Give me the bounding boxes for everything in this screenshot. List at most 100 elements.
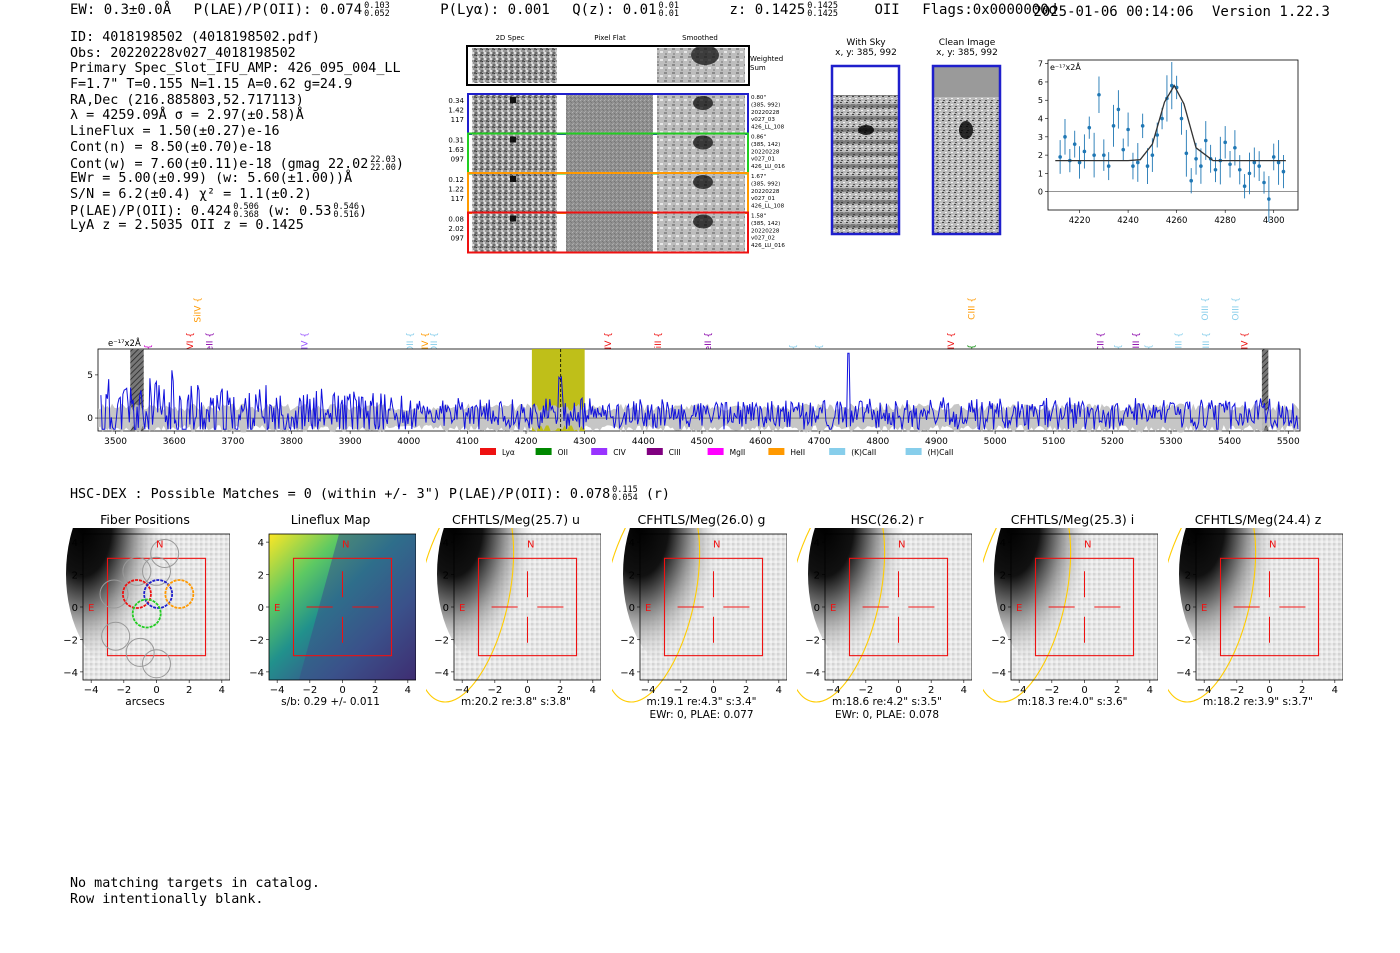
thumb-ytick-label: 0 xyxy=(257,603,263,614)
version: Version 1.22.3 xyxy=(1211,4,1330,20)
spectrum-xtick-label: 5200 xyxy=(1101,437,1124,447)
fit-point xyxy=(1247,171,1252,176)
thumb-xtick-label: 4 xyxy=(775,685,781,696)
cutout-smoothed xyxy=(657,174,745,212)
cutout-row-frame xyxy=(467,93,749,135)
cutout-pixelflat xyxy=(566,174,653,212)
thumb-ytick-label: −2 xyxy=(434,635,449,646)
cutout-2d xyxy=(472,95,557,133)
thumb-xtick-label: 4 xyxy=(961,685,967,696)
north-label: N xyxy=(1084,540,1091,551)
legend-label: CIII xyxy=(669,448,681,457)
spectrum-xtick-label: 4700 xyxy=(808,437,831,447)
thumb-ytick-label: 0 xyxy=(1185,603,1191,614)
spectrum-xtick-label: 3900 xyxy=(339,437,362,447)
cutout-row-info: v027_01 xyxy=(751,157,775,163)
search-box xyxy=(1219,557,1320,657)
hsc-dex-summary: HSC-DEX : Possible Matches = 0 (within +… xyxy=(70,485,670,503)
thumb-xtick-label: 0 xyxy=(1081,685,1087,696)
cutout-row-info: 1.58" xyxy=(751,214,766,220)
info-cont-n: Cont(n) = 8.50(±0.70)e-18 xyxy=(70,139,272,155)
fit-point xyxy=(1116,107,1121,112)
east-label: E xyxy=(459,603,465,614)
thumb-image-1: N E −4 −2 0 2 4 4 2 0 −2 −4 xyxy=(63,528,230,696)
north-label: N xyxy=(898,540,905,551)
cutout-row-info: v027_01 xyxy=(751,196,775,202)
fit-point xyxy=(1203,138,1208,143)
thumb-xtick-label: −4 xyxy=(1011,685,1026,696)
cutout-row-info: 0.86" xyxy=(751,135,766,141)
cutout-smoothed-blob xyxy=(693,135,713,150)
emission-line-label: CIV { xyxy=(421,332,431,356)
east-label: E xyxy=(645,603,651,614)
fit-point xyxy=(1257,164,1261,168)
spectrum-xtick-label: 3700 xyxy=(221,437,244,447)
thumb-xtick-label: −4 xyxy=(640,685,655,696)
fit-ytick-label: 0 xyxy=(1038,188,1043,197)
legend-label: CIV xyxy=(613,448,626,457)
spectrum-xtick-label: 4900 xyxy=(925,437,948,447)
fit-ytick-label: 7 xyxy=(1038,60,1043,69)
footer-line-1: No matching targets in catalog. xyxy=(70,876,320,891)
cutout-row-info: (385, 992) xyxy=(751,181,780,187)
emission-line-label: OII { xyxy=(406,332,416,353)
legend-swatch xyxy=(768,448,785,455)
cutout-2d-source xyxy=(510,136,516,143)
cutout-row-frame xyxy=(467,132,749,175)
ellipse-aperture xyxy=(611,528,700,703)
fiber-circle xyxy=(101,621,131,651)
info-cont-w: Cont(w) = 7.60(±0.11)e-18 (gmag 22.02 22.… xyxy=(70,154,404,173)
thumb-ytick-label: −2 xyxy=(805,635,820,646)
cutout-pixelflat xyxy=(566,213,653,252)
cutout-2d-source xyxy=(510,215,516,222)
thumb-ytick-label: 2 xyxy=(443,571,449,582)
thumb-ytick-label: −2 xyxy=(63,635,78,646)
cutout-row-info: 426_LU_016 xyxy=(751,164,785,170)
plae-header: P(LAE)/P(OII): 0.074 0.103 0.052 xyxy=(193,1,390,19)
thumb-ytick-label: −4 xyxy=(991,668,1006,679)
fit-ytick-label: 6 xyxy=(1038,78,1043,87)
thumb-ytick-label: 4 xyxy=(999,538,1005,549)
north-label: N xyxy=(342,540,349,551)
bright-galaxy xyxy=(437,528,547,669)
legend-label: (H)CaII xyxy=(928,448,954,457)
cutout-row-value: 0.12 xyxy=(448,176,464,184)
thumb-xtick-label: 2 xyxy=(742,685,748,696)
col-pixelflat-label: Pixel Flat xyxy=(594,34,626,42)
fit-point xyxy=(1189,178,1194,183)
cutout-row-info: v027_03 xyxy=(751,117,775,123)
legend-label: HeII xyxy=(790,448,805,457)
search-box xyxy=(1034,557,1134,657)
emission-line-label: CIII { xyxy=(968,297,978,320)
info-lya: LyA z = 2.5035 OII z = 0.1425 xyxy=(70,218,304,234)
cutout-row-info: 0.80" xyxy=(751,95,766,101)
fit-point xyxy=(1102,153,1106,157)
spectrum-xtick-label: 5100 xyxy=(1042,437,1065,447)
thumb-ytick-label: −2 xyxy=(620,635,635,646)
fit-point xyxy=(1271,155,1276,159)
thumb-xtick-label: 0 xyxy=(339,685,345,696)
info-lineflux: LineFlux = 1.50(±0.27)e-16 xyxy=(70,124,280,140)
clean-noise xyxy=(933,97,1000,234)
header-summary: EW: 0.3±0.0Å P(LAE)/P(OII): 0.074 0.103 0.… xyxy=(70,1,1071,19)
fit-ytick-label: 4 xyxy=(1038,115,1043,124)
legend-label: OII xyxy=(558,448,568,457)
emission-line-label: HeII { xyxy=(704,332,714,358)
emission-line-label: OIII { xyxy=(1202,332,1212,356)
col-2dspec-label: 2D Spec xyxy=(495,34,525,42)
thumb-caption: m:18.2 re:3.9" s:3.7" xyxy=(1203,696,1313,708)
spectrum-xtick-label: 4800 xyxy=(866,437,889,447)
east-label: E xyxy=(88,603,94,614)
thumb-image-3: N E −4 −2 0 2 4 4 2 0 −2 −4 xyxy=(426,528,601,703)
thumb-ytick-label: 4 xyxy=(1185,538,1191,549)
thumb-ytick-label: −4 xyxy=(434,668,449,679)
spectrum-xtick-label: 4200 xyxy=(515,437,538,447)
info-fwhm: F=1.7" T=0.155 N=1.15 A=0.62 g=24.9 xyxy=(70,77,353,93)
with-sky-frame xyxy=(830,64,901,236)
east-label: E xyxy=(1016,603,1022,614)
cutout-row-info: 20220228 xyxy=(751,228,780,234)
legend-swatch xyxy=(646,448,663,455)
thumb-xtick-label: 4 xyxy=(404,685,410,696)
thumb-xtick-label: 0 xyxy=(710,685,716,696)
spectrum-ytick-label: 5 xyxy=(87,371,93,381)
